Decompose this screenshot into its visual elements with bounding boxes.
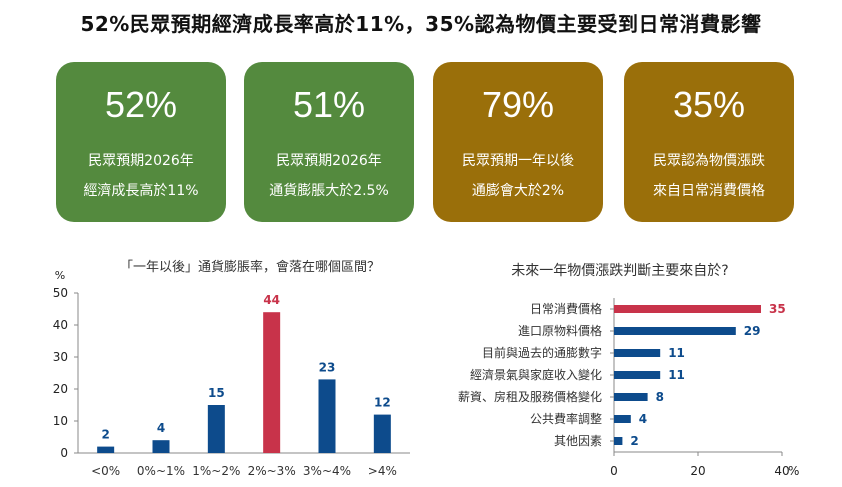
bar-value-label: 35 [769, 302, 786, 316]
x-tick-label: 2%~3% [248, 464, 296, 478]
bar-value-label: 11 [668, 368, 685, 382]
stat-label-line1: 民眾預期2026年 [276, 153, 382, 169]
x-tick-label: 3%~4% [303, 464, 351, 478]
stat-value: 35% [672, 84, 746, 125]
inflation-range-chart-title: 「一年以後」通貨膨脹率，會落在哪個區間？ [119, 260, 380, 275]
bar-value-label: 4 [157, 421, 165, 435]
category-label: 公共費率調整 [530, 411, 602, 426]
stat-label-line1: 民眾認為物價漲跌 [653, 153, 765, 169]
bar [614, 349, 661, 357]
bar [263, 312, 281, 453]
bar-value-label: 29 [744, 324, 761, 338]
bar-value-label: 4 [639, 412, 647, 426]
bar-value-label: 2 [630, 434, 638, 448]
bar [373, 414, 391, 453]
stat-label-line1: 民眾預期2026年 [88, 153, 194, 169]
x-tick-label: 0 [610, 464, 618, 478]
stat-card-inflation-expectation: 79% 民眾預期一年以後 通膨會大於2% [433, 62, 603, 222]
x-tick-label: 0%~1% [137, 464, 185, 478]
x-tick-label: <0% [91, 464, 120, 478]
stat-value: 79% [481, 84, 555, 125]
y-tick-label: 50 [53, 286, 68, 300]
category-label: 經濟景氣與家庭收入變化 [470, 367, 602, 382]
stat-value: 52% [104, 84, 178, 125]
bar-value-label: 2 [101, 428, 109, 442]
bar [614, 371, 661, 379]
stat-card-inflation: 51% 民眾預期2026年 通貨膨脹大於2.5% [244, 62, 414, 222]
stat-card-growth: 52% 民眾預期2026年 經濟成長高於11% [56, 62, 226, 222]
bar-value-label: 44 [263, 293, 280, 307]
y-tick-label: 20 [53, 382, 68, 396]
bar [614, 393, 648, 401]
x-axis-unit-label: % [788, 464, 799, 478]
x-tick-label: >4% [368, 464, 397, 478]
headline: 52%民眾預期經濟成長率高於11%，35%認為物價主要受到日常消費影響 [80, 12, 762, 36]
x-tick-label: 1%~2% [192, 464, 240, 478]
bar-value-label: 12 [374, 396, 391, 410]
category-label: 薪資、房租及服務價格變化 [458, 389, 602, 404]
category-label: 進口原物料價格 [518, 323, 602, 338]
bar-value-label: 15 [208, 386, 225, 400]
stat-value: 51% [292, 84, 366, 125]
stat-card-price-source: 35% 民眾認為物價漲跌 來自日常消費價格 [624, 62, 794, 222]
bar [97, 446, 115, 453]
bar [614, 305, 761, 313]
x-tick-label: 40 [774, 464, 789, 478]
category-label: 日常消費價格 [530, 301, 602, 316]
price-source-chart-title: 未來一年物價漲跌判斷主要來自於? [511, 263, 729, 279]
category-label: 目前與過去的通膨數字 [482, 345, 602, 360]
x-tick-label: 20 [690, 464, 705, 478]
bar [318, 379, 336, 453]
category-label: 其他因素 [554, 434, 602, 448]
stat-label-line1: 民眾預期一年以後 [462, 153, 574, 169]
y-axis-unit-label: % [55, 269, 65, 282]
bar [152, 440, 170, 453]
bar [614, 327, 736, 335]
bar-value-label: 11 [668, 346, 685, 360]
bar [614, 437, 623, 445]
y-tick-label: 40 [53, 318, 68, 332]
y-tick-label: 0 [60, 446, 68, 460]
stat-label-line2: 通膨會大於2% [471, 183, 565, 199]
y-tick-label: 30 [53, 350, 68, 364]
stat-label-line2: 經濟成長高於11% [83, 183, 199, 199]
bar [207, 405, 225, 453]
bar [614, 415, 631, 423]
y-tick-label: 10 [53, 414, 68, 428]
bar-value-label: 8 [656, 390, 664, 404]
bar-value-label: 23 [319, 360, 336, 374]
stat-label-line2: 通貨膨脹大於2.5% [269, 183, 389, 199]
stat-label-line2: 來自日常消費價格 [653, 183, 765, 199]
